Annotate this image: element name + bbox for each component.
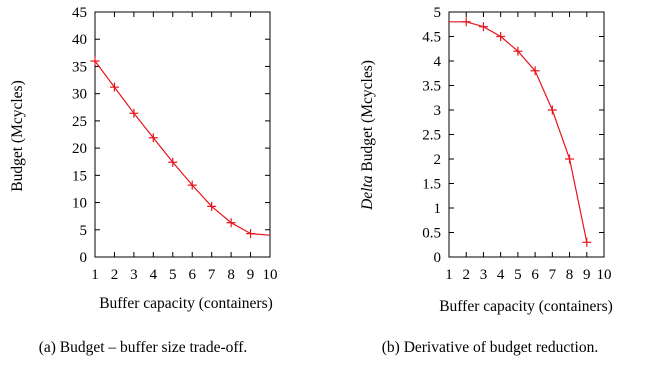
- chart-b-ytick-label: 2: [434, 152, 442, 168]
- chart-a-xtick-label: 9: [247, 267, 255, 283]
- chart-b-point: [496, 32, 506, 41]
- chart-a-ytick-label: 20: [72, 141, 87, 157]
- chart-a-ytick-label: 45: [72, 5, 87, 21]
- chart-a-xtick-label: 4: [150, 267, 158, 283]
- chart-b: 00.511.522.533.544.551 2 3 4 5 6 7 8 9 10: [422, 5, 611, 283]
- chart-b-ytick-label: 4: [434, 54, 442, 70]
- chart-b-ylabel: Delta Budget (Mcycles): [359, 60, 376, 211]
- chart-b-xtick-label: 1: [445, 267, 453, 283]
- chart-b-point: [513, 46, 523, 56]
- chart-b-ytick-label: 0: [434, 250, 442, 266]
- chart-a-xlabel: Buffer capacity (containers): [99, 295, 273, 312]
- chart-a-point: [129, 108, 139, 118]
- chart-b-ytick-label: 3: [434, 103, 442, 119]
- chart-b-point: [478, 22, 488, 32]
- chart-a-xtick-label: 8: [227, 267, 235, 283]
- chart-a-series-line: [94, 60, 271, 236]
- chart-a-point: [207, 201, 217, 211]
- chart-a-xtick-label: 6: [188, 267, 196, 283]
- chart-b-caption: (b) Derivative of budget reduction.: [382, 339, 599, 356]
- chart-a-ytick-label: 30: [72, 87, 87, 103]
- chart-a-ytick-label: 5: [80, 223, 88, 239]
- chart-b-point: [530, 66, 540, 76]
- chart-a-point: [246, 229, 256, 239]
- chart-a-ytick-label: 40: [72, 32, 87, 48]
- chart-b-point: [565, 154, 575, 164]
- chart-a-point: [226, 218, 236, 228]
- chart-a-ytick-label: 0: [80, 250, 88, 266]
- chart-b-frame: [448, 11, 605, 258]
- chart-a-point: [109, 82, 119, 92]
- chart-b-xtick-label: 9: [583, 267, 591, 283]
- chart-a-ytick-label: 25: [72, 114, 87, 130]
- chart-b-point: [582, 237, 592, 247]
- chart-b-ytick-label: 0.5: [422, 226, 441, 242]
- chart-b-ylabel-rest: Budget (Mcycles): [359, 60, 376, 175]
- chart-b-ytick-label: 2.5: [422, 128, 441, 144]
- chart-a-xtick-label: 10: [263, 267, 278, 283]
- chart-a-xtick-label: 5: [169, 267, 177, 283]
- chart-b-xtick-label: 8: [566, 267, 574, 283]
- chart-b-ytick-label: 5: [434, 5, 442, 21]
- chart-a-ytick-label: 15: [72, 168, 87, 184]
- chart-a-point: [187, 180, 197, 190]
- chart-a-xtick-label: 1: [91, 267, 99, 283]
- chart-a-caption: (a) Budget – buffer size trade-off.: [39, 339, 248, 356]
- chart-b-xtick-label: 7: [549, 267, 557, 283]
- chart-b-xtick-label: 2: [462, 267, 470, 283]
- chart-a-point: [168, 157, 178, 167]
- chart-a-xtick-label: 3: [130, 267, 138, 283]
- chart-a-ytick-label: 10: [72, 196, 87, 212]
- chart-b-xtick-label: 5: [514, 267, 522, 283]
- chart-a-point: [90, 56, 100, 66]
- chart-a-xtick-label: 2: [111, 267, 119, 283]
- chart-a-ylabel: Budget (Mcycles): [9, 80, 26, 191]
- chart-b-ylabel-italic: Delta: [359, 175, 376, 211]
- chart-b-ytick-label: 1.5: [422, 177, 441, 193]
- chart-b-xlabel: Buffer capacity (containers): [439, 298, 613, 315]
- chart-b-xtick-label: 4: [497, 267, 505, 283]
- chart-b-xtick-label: 6: [531, 267, 539, 283]
- chart-b-xtick-label: 10: [597, 267, 612, 283]
- chart-b-ytick-label: 3.5: [422, 79, 441, 95]
- chart-b-xtick-label: 3: [480, 267, 488, 283]
- chart-a-frame: [94, 11, 271, 258]
- chart-b-point: [547, 105, 557, 115]
- chart-b-ytick-label: 1: [434, 201, 442, 217]
- chart-a-point: [148, 133, 158, 143]
- chart-a-xtick-label: 7: [208, 267, 216, 283]
- chart-a-ytick-label: 35: [72, 59, 87, 75]
- chart-b-ytick-label: 4.5: [422, 30, 441, 46]
- chart-b-point: [461, 17, 471, 27]
